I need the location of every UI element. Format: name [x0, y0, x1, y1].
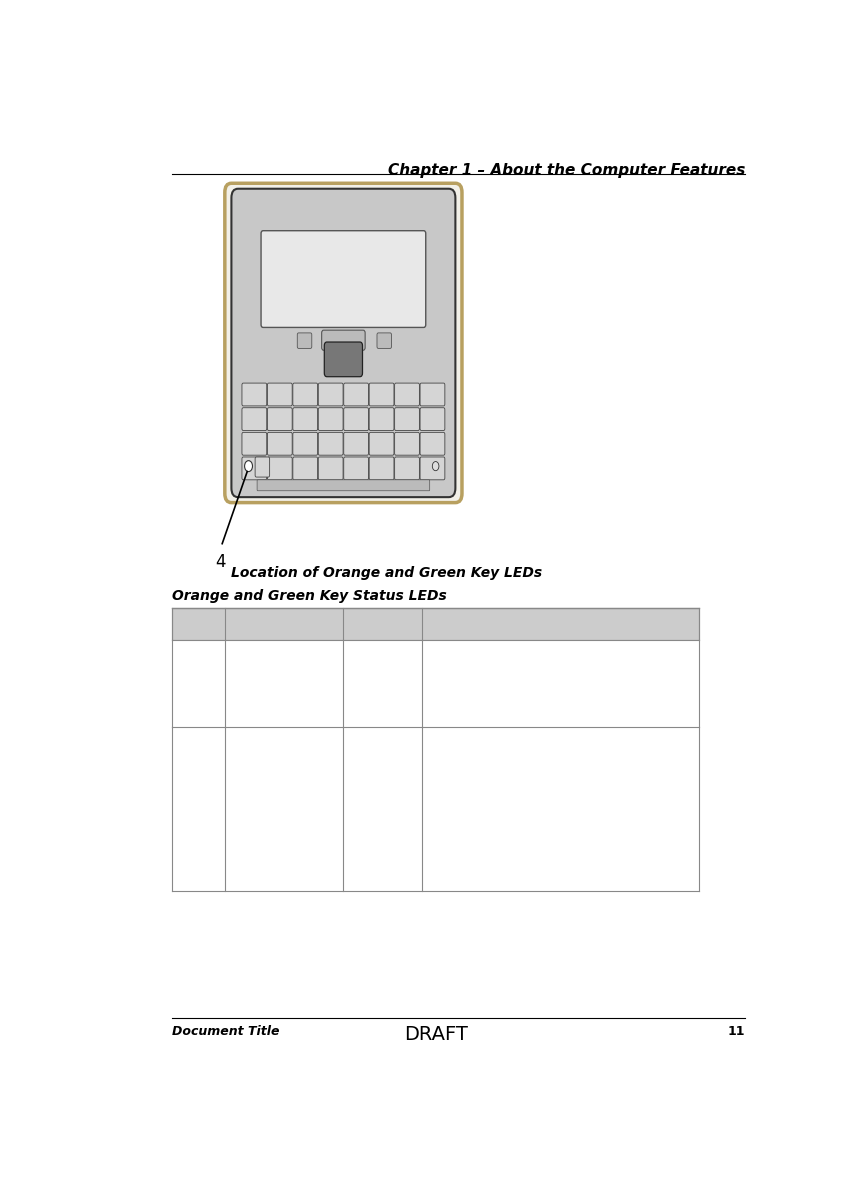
FancyBboxPatch shape: [298, 333, 312, 348]
Text: Chapter 1 – About the Computer Features: Chapter 1 – About the Computer Features: [388, 164, 745, 178]
FancyBboxPatch shape: [394, 383, 419, 406]
Text: Orange key status: Orange key status: [230, 649, 338, 662]
Text: Orange/green key
status: Orange/green key status: [230, 736, 337, 764]
Text: Callout: Callout: [178, 617, 226, 630]
Text: When the LED is orange, the
Orange shift plane is enabled.
You can type characte: When the LED is orange, the Orange shift…: [428, 736, 606, 884]
FancyBboxPatch shape: [255, 457, 269, 478]
FancyBboxPatch shape: [321, 331, 366, 351]
FancyBboxPatch shape: [293, 433, 318, 455]
Text: Document Title: Document Title: [172, 1025, 280, 1038]
FancyBboxPatch shape: [242, 383, 267, 406]
FancyBboxPatch shape: [231, 188, 456, 498]
FancyBboxPatch shape: [420, 383, 445, 406]
FancyBboxPatch shape: [242, 457, 267, 480]
FancyBboxPatch shape: [377, 333, 392, 348]
Bar: [172, 640, 699, 728]
FancyBboxPatch shape: [325, 342, 362, 377]
FancyBboxPatch shape: [268, 457, 292, 480]
FancyBboxPatch shape: [293, 408, 318, 430]
FancyBboxPatch shape: [369, 408, 394, 430]
Text: 4: 4: [178, 649, 185, 662]
Text: 4: 4: [178, 736, 185, 749]
Text: LED: LED: [230, 617, 257, 630]
FancyBboxPatch shape: [242, 408, 267, 430]
FancyBboxPatch shape: [293, 457, 318, 480]
Text: Orange and Green Key Status LEDs: Orange and Green Key Status LEDs: [172, 589, 447, 603]
FancyBboxPatch shape: [242, 433, 267, 455]
FancyBboxPatch shape: [394, 433, 419, 455]
FancyBboxPatch shape: [224, 184, 462, 502]
Text: The Orange shift plane is
enabled. You can type
characters or access functions
p: The Orange shift plane is enabled. You c…: [428, 649, 608, 723]
FancyBboxPatch shape: [318, 408, 343, 430]
Text: Orange or
green: Orange or green: [348, 736, 408, 764]
Circle shape: [245, 461, 252, 472]
Bar: [172, 608, 699, 640]
FancyBboxPatch shape: [318, 433, 343, 455]
FancyBboxPatch shape: [318, 457, 343, 480]
FancyBboxPatch shape: [420, 433, 445, 455]
FancyBboxPatch shape: [343, 383, 369, 406]
Text: Orange: Orange: [348, 649, 393, 662]
FancyBboxPatch shape: [268, 433, 292, 455]
Text: Description: Description: [428, 617, 507, 630]
FancyBboxPatch shape: [343, 457, 369, 480]
FancyBboxPatch shape: [318, 383, 343, 406]
Circle shape: [433, 461, 439, 470]
FancyBboxPatch shape: [420, 408, 445, 430]
Text: Location of Orange and Green Key LEDs: Location of Orange and Green Key LEDs: [231, 566, 542, 581]
FancyBboxPatch shape: [420, 457, 445, 480]
FancyBboxPatch shape: [343, 433, 369, 455]
Text: 11: 11: [728, 1025, 745, 1038]
FancyBboxPatch shape: [293, 383, 318, 406]
FancyBboxPatch shape: [394, 457, 419, 480]
Text: DRAFT: DRAFT: [404, 1025, 468, 1044]
Bar: [172, 728, 699, 891]
FancyBboxPatch shape: [261, 231, 426, 327]
FancyBboxPatch shape: [257, 480, 430, 491]
Text: Color: Color: [348, 617, 385, 630]
FancyBboxPatch shape: [394, 408, 419, 430]
FancyBboxPatch shape: [268, 408, 292, 430]
Text: 4: 4: [216, 553, 226, 571]
FancyBboxPatch shape: [369, 383, 394, 406]
FancyBboxPatch shape: [343, 408, 369, 430]
FancyBboxPatch shape: [369, 457, 394, 480]
FancyBboxPatch shape: [369, 433, 394, 455]
FancyBboxPatch shape: [268, 383, 292, 406]
